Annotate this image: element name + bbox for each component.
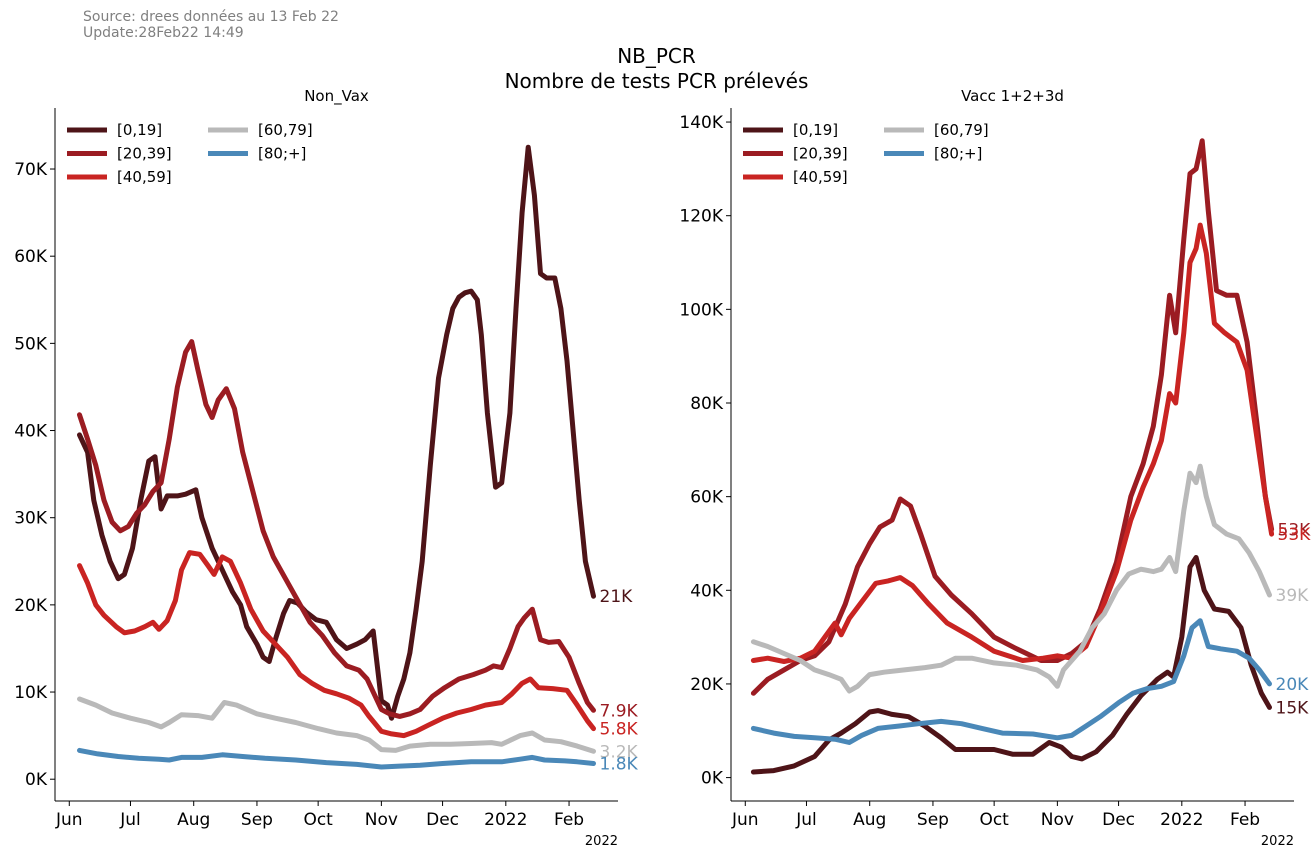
y-tick-label: 40K xyxy=(14,422,48,442)
y-tick-label: 60K xyxy=(690,488,724,508)
legend-label: [40,59] xyxy=(117,168,172,186)
series-line xyxy=(77,696,596,754)
figure-title-line1: NB_PCR xyxy=(617,44,696,68)
legend-item: [20,39] xyxy=(67,145,172,163)
legend-item: [40,59] xyxy=(743,168,848,186)
series-line xyxy=(750,618,1272,745)
y-tick-label: 20K xyxy=(690,675,724,695)
series-line xyxy=(750,138,1275,696)
x-tick-label: Jun xyxy=(731,810,759,830)
legend-label: [40,59] xyxy=(793,168,848,186)
x-tick-label: Nov xyxy=(1041,810,1074,830)
legend-label: [80;+] xyxy=(934,145,982,163)
legend-label: [80;+] xyxy=(258,145,306,163)
legend-item: [60,79] xyxy=(208,121,313,139)
legend-item: [80;+] xyxy=(208,145,306,163)
figure-title: NB_PCR Nombre de tests PCR prélevés xyxy=(0,44,1313,94)
chart-panel-2: Vacc 1+2+3d 0K 20K 40K 60K 80K 100K 120K 140K Jun… xyxy=(679,87,1311,849)
y-tick-label: 0K xyxy=(25,770,48,790)
y-tick-label: 140K xyxy=(679,113,723,133)
y-tick-label: 50K xyxy=(14,334,48,354)
x-tick-label: Sep xyxy=(917,810,949,830)
y-tick-label: 10K xyxy=(14,683,48,703)
y-tick-label: 100K xyxy=(679,300,723,320)
series-line xyxy=(77,339,596,719)
legend-label: [20,39] xyxy=(117,145,172,163)
series-line xyxy=(77,144,596,721)
legend-label: [20,39] xyxy=(793,145,848,163)
end-value-label: 39K xyxy=(1276,586,1310,606)
series-line xyxy=(750,222,1275,664)
end-value-label: 20K xyxy=(1276,675,1310,695)
x-tick-label: Oct xyxy=(303,810,333,830)
x-tick-label: Sep xyxy=(241,810,273,830)
series-line xyxy=(750,555,1272,775)
legend-item: [40,59] xyxy=(67,168,172,186)
legend-label: [60,79] xyxy=(258,121,313,139)
x-tick-label: Aug xyxy=(853,810,886,830)
x-tick-label: Dec xyxy=(426,810,459,830)
x-tick-label: Feb xyxy=(554,810,584,830)
end-value-label: 53K xyxy=(1278,525,1312,545)
series-line xyxy=(77,747,596,770)
end-value-label: 21K xyxy=(600,587,634,607)
legend-item: [80;+] xyxy=(884,145,982,163)
y-tick-label: 60K xyxy=(14,247,48,267)
x-tick-label: Jul xyxy=(795,810,817,830)
legend-label: [60,79] xyxy=(934,121,989,139)
panel-title: Non_Vax xyxy=(304,87,369,106)
legend-label: [0,19] xyxy=(793,121,838,139)
x-tick-label: Aug xyxy=(177,810,210,830)
source-line: Source: drees données au 13 Feb 22 xyxy=(83,9,339,25)
y-tick-label: 30K xyxy=(14,509,48,529)
legend: [0,19] [20,39] [40,59] [60,79] [80;+] xyxy=(67,121,313,186)
legend: [0,19] [20,39] [40,59] [60,79] [80;+] xyxy=(743,121,989,186)
x-tick-label: Jul xyxy=(119,810,141,830)
source-note: Source: drees données au 13 Feb 22 Updat… xyxy=(83,9,339,41)
x-tick-label: Dec xyxy=(1102,810,1135,830)
y-tick-label: 120K xyxy=(679,207,723,227)
series-line xyxy=(77,550,596,739)
x-tick-label: 2022 xyxy=(484,810,527,830)
chart-panel-1: Non_Vax 0K 10K 20K 30K 40K 50K 60K 70K Jun Jul Aug S… xyxy=(14,87,638,849)
panel-title: Vacc 1+2+3d xyxy=(961,87,1064,105)
update-line: Update:28Feb22 14:49 xyxy=(83,25,244,41)
y-tick-label: 70K xyxy=(14,160,48,180)
figure-title-line2: Nombre de tests PCR prélevés xyxy=(504,69,809,93)
end-value-label: 5.8K xyxy=(600,720,639,740)
x-offset-label: 2022 xyxy=(1261,834,1294,849)
end-value-label: 15K xyxy=(1276,698,1310,718)
y-tick-label: 40K xyxy=(690,581,724,601)
x-tick-label: Oct xyxy=(979,810,1009,830)
legend-label: [0,19] xyxy=(117,121,162,139)
y-tick-label: 0K xyxy=(701,769,724,789)
end-value-label: 1.8K xyxy=(600,755,639,775)
series-line xyxy=(750,463,1272,694)
end-value-label: 3.2K xyxy=(600,742,639,762)
x-tick-label: 2022 xyxy=(1160,810,1203,830)
end-value-label: 53K xyxy=(1278,520,1312,540)
legend-item: [20,39] xyxy=(743,145,848,163)
legend-item: [60,79] xyxy=(884,121,989,139)
legend-item: [0,19] xyxy=(743,121,838,139)
y-tick-label: 20K xyxy=(14,596,48,616)
legend-item: [0,19] xyxy=(67,121,162,139)
x-tick-label: Nov xyxy=(365,810,398,830)
x-tick-label: Feb xyxy=(1230,810,1260,830)
end-value-label: 7.9K xyxy=(600,701,639,721)
x-tick-label: Jun xyxy=(55,810,83,830)
y-tick-label: 80K xyxy=(690,394,724,414)
x-offset-label: 2022 xyxy=(585,834,618,849)
